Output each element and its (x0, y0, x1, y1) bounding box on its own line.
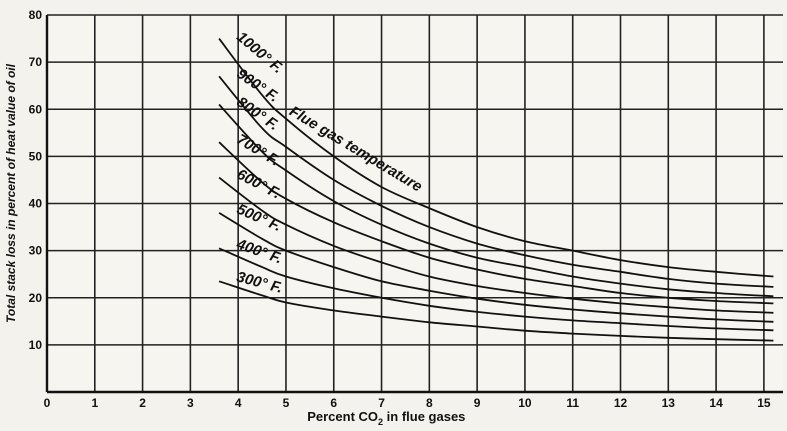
x-axis-label: Percent CO2 in flue gases (307, 409, 465, 426)
curve-600 (218, 176, 774, 314)
x-tick-label: 1 (91, 396, 98, 410)
curve-1000 (218, 38, 774, 278)
x-tick-label: 15 (757, 396, 771, 410)
y-tick-label: 70 (29, 55, 43, 69)
y-tick-label: 40 (29, 197, 43, 211)
x-tick-label: 4 (235, 396, 242, 410)
x-tick-label: 8 (426, 396, 433, 410)
x-tick-label: 3 (187, 396, 194, 410)
x-tick-label: 13 (662, 396, 676, 410)
x-tick-label: 0 (44, 396, 51, 410)
curve-900 (218, 75, 774, 288)
y-axis-label: Total stack loss in percent of heat valu… (4, 63, 18, 323)
x-tick-label: 9 (474, 396, 481, 410)
x-tick-label: 12 (614, 396, 628, 410)
curve-300 (218, 280, 774, 342)
x-tick-label: 10 (518, 396, 532, 410)
y-tick-label: 20 (29, 291, 43, 305)
x-tick-label: 11 (566, 396, 579, 410)
x-tick-label: 7 (378, 396, 385, 410)
curve-400 (218, 247, 774, 332)
y-tick-label: 30 (29, 244, 43, 258)
y-tick-label: 50 (29, 149, 43, 163)
y-tick-label: 60 (29, 102, 43, 116)
curve-800 (218, 103, 774, 298)
curve-500 (218, 212, 774, 323)
y-tick-label: 80 (29, 8, 43, 22)
x-tick-label: 14 (709, 396, 723, 410)
x-tick-label: 5 (283, 396, 290, 410)
x-tick-label: 6 (330, 396, 337, 410)
curve-700 (218, 141, 774, 305)
x-tick-label: 2 (139, 396, 146, 410)
y-tick-label: 10 (29, 338, 43, 352)
